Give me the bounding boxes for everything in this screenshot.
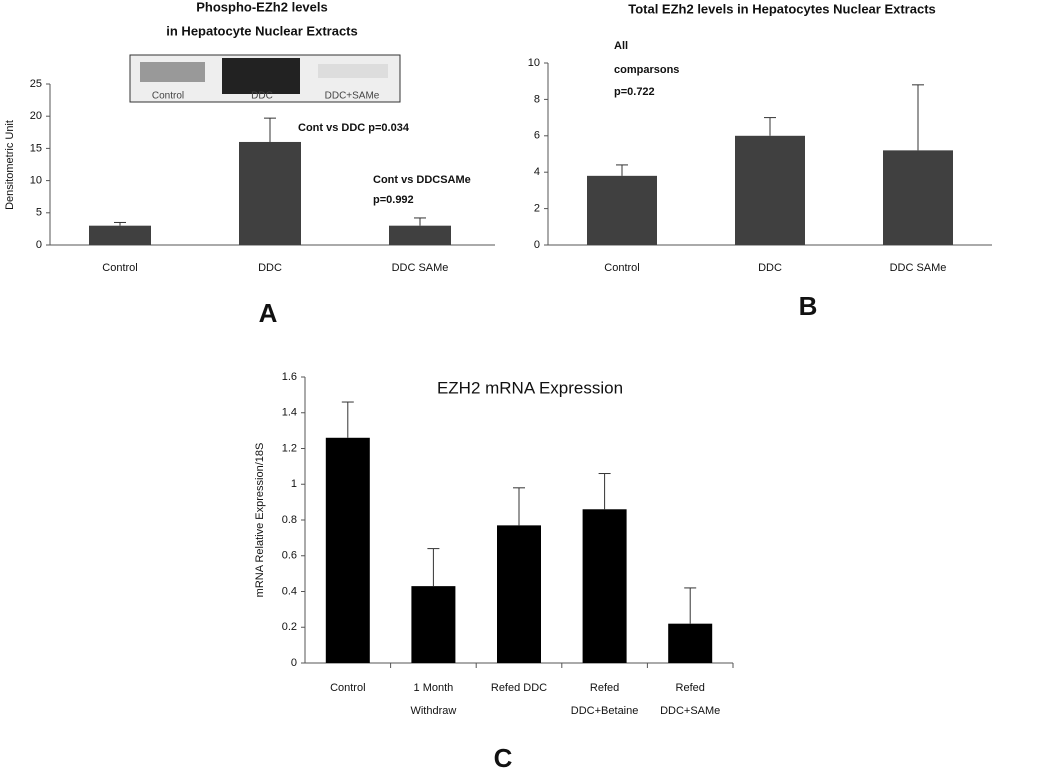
y-tick-label: 15 <box>30 142 42 154</box>
blot-band <box>318 64 388 78</box>
x-tick-label: Control <box>604 262 639 274</box>
x-tick-label: DDC SAMe <box>890 262 947 274</box>
x-tick-label: DDC <box>758 262 782 274</box>
y-tick-label: 1.6 <box>282 371 297 383</box>
bar <box>389 225 451 245</box>
bar <box>587 175 657 245</box>
x-tick-label: Control <box>102 262 137 274</box>
y-tick-label: 20 <box>30 110 42 122</box>
panel-label: A <box>259 298 278 328</box>
annotation: p=0.992 <box>373 194 414 206</box>
x-tick-label: Refed <box>676 682 705 694</box>
y-tick-label: 5 <box>36 207 42 219</box>
bar <box>89 225 151 245</box>
chart-title: in Hepatocyte Nuclear Extracts <box>166 23 357 38</box>
panel-label: C <box>494 743 513 771</box>
x-tick-label: Refed DDC <box>491 682 547 694</box>
x-tick-label: 1 Month <box>414 682 454 694</box>
y-tick-label: 10 <box>30 175 42 187</box>
blot-label: DDC <box>251 91 273 102</box>
y-tick-label: 2 <box>534 203 540 215</box>
x-tick-label: Withdraw <box>410 705 456 717</box>
annotation: All <box>614 40 628 52</box>
blot-label: Control <box>152 91 184 102</box>
x-tick-label: DDC+Betaine <box>571 705 639 717</box>
bar <box>497 525 541 663</box>
bar <box>668 623 713 663</box>
y-tick-label: 0.8 <box>282 514 297 526</box>
y-tick-label: 0 <box>36 239 42 251</box>
y-tick-label: 1.2 <box>282 442 297 454</box>
blot-band <box>222 58 300 94</box>
y-tick-label: 6 <box>534 130 540 142</box>
y-tick-label: 0.6 <box>282 550 297 562</box>
y-tick-label: 25 <box>30 78 42 90</box>
bar <box>883 150 953 245</box>
bar <box>239 141 301 245</box>
annotation: Cont vs DDC p=0.034 <box>298 122 410 134</box>
x-tick-label: DDC+SAMe <box>660 705 720 717</box>
y-tick-label: 0.2 <box>282 621 297 633</box>
bar <box>582 509 627 663</box>
bar <box>325 437 370 663</box>
panel-label: B <box>799 291 818 321</box>
blot-band <box>140 62 205 82</box>
annotation: p=0.722 <box>614 86 655 98</box>
annotation: Cont vs DDCSAMe <box>373 174 471 186</box>
y-tick-label: 4 <box>534 166 540 178</box>
y-tick-label: 10 <box>528 57 540 69</box>
chart-title: Total EZh2 levels in Hepatocytes Nuclear… <box>628 1 936 16</box>
y-axis-label: mRNA Relative Expression/18S <box>254 443 266 598</box>
bar <box>735 135 805 245</box>
x-tick-label: DDC SAMe <box>392 262 449 274</box>
x-tick-label: DDC <box>258 262 282 274</box>
annotation: comparsons <box>614 64 679 76</box>
x-tick-label: Control <box>330 682 365 694</box>
chart-title: EZH2 mRNA Expression <box>437 378 623 397</box>
y-tick-label: 8 <box>534 93 540 105</box>
chart-title: Phospho-EZh2 levels <box>196 0 327 14</box>
bar <box>411 586 456 663</box>
y-tick-label: 0 <box>534 239 540 251</box>
y-tick-label: 1.4 <box>282 407 297 419</box>
blot-label: DDC+SAMe <box>325 91 380 102</box>
y-axis-label: Densitometric Unit <box>4 120 16 210</box>
y-tick-label: 0 <box>291 657 297 669</box>
x-tick-label: Refed <box>590 682 619 694</box>
y-tick-label: 0.4 <box>282 585 297 597</box>
y-tick-label: 1 <box>291 478 297 490</box>
